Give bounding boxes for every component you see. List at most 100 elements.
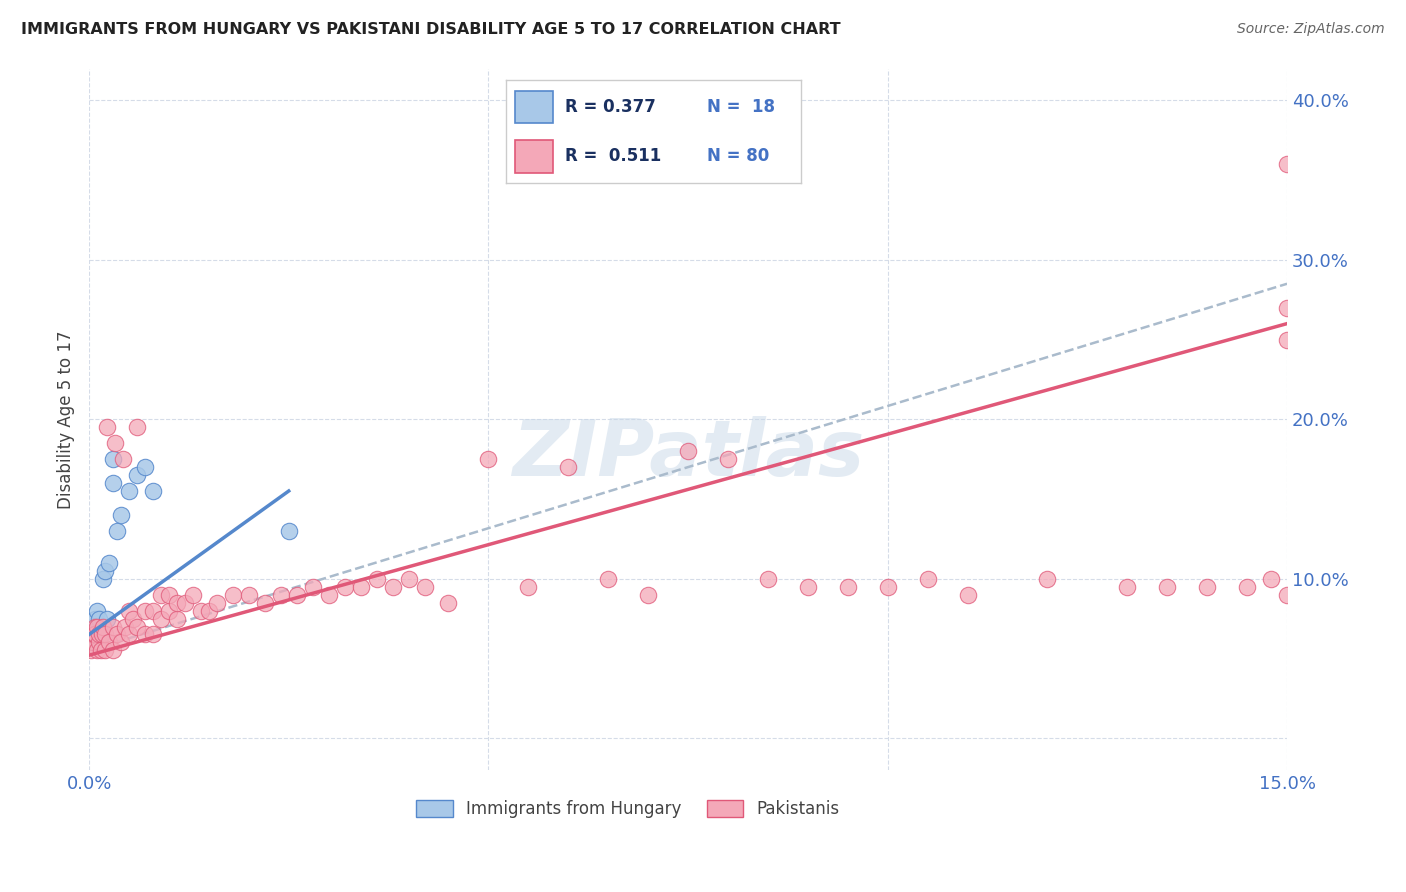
Point bbox=[90, 627, 112, 641]
Legend: Immigrants from Hungary, Pakistanis: Immigrants from Hungary, Pakistanis bbox=[409, 793, 846, 825]
Point bbox=[87, 611, 110, 625]
Point bbox=[1275, 301, 1298, 315]
FancyBboxPatch shape bbox=[515, 91, 554, 123]
Point bbox=[142, 627, 165, 641]
Point bbox=[90, 643, 112, 657]
Point bbox=[797, 580, 820, 594]
Point bbox=[111, 452, 134, 467]
Point bbox=[82, 635, 104, 649]
Point bbox=[93, 572, 115, 586]
Point bbox=[96, 420, 118, 434]
Point bbox=[756, 572, 779, 586]
Text: R =  0.511: R = 0.511 bbox=[565, 147, 661, 165]
Point bbox=[134, 603, 156, 617]
FancyBboxPatch shape bbox=[515, 140, 554, 173]
Point bbox=[96, 611, 118, 625]
Point bbox=[134, 460, 156, 475]
Point bbox=[366, 572, 388, 586]
Point bbox=[437, 596, 460, 610]
Point bbox=[101, 452, 124, 467]
Point bbox=[98, 635, 121, 649]
Point bbox=[110, 508, 132, 522]
Point bbox=[166, 611, 188, 625]
Point bbox=[270, 588, 292, 602]
Point bbox=[1260, 572, 1282, 586]
Point bbox=[413, 580, 436, 594]
Point bbox=[837, 580, 859, 594]
Point bbox=[557, 460, 579, 475]
Point bbox=[166, 596, 188, 610]
Point bbox=[1275, 333, 1298, 347]
Point bbox=[142, 483, 165, 498]
Point bbox=[118, 483, 141, 498]
Point bbox=[86, 643, 108, 657]
Point bbox=[82, 635, 104, 649]
Point bbox=[676, 444, 699, 458]
Point bbox=[1036, 572, 1059, 586]
Point bbox=[1156, 580, 1178, 594]
Point bbox=[98, 556, 121, 570]
Point bbox=[205, 596, 228, 610]
Point bbox=[238, 588, 260, 602]
Point bbox=[349, 580, 371, 594]
Point bbox=[101, 643, 124, 657]
Point bbox=[105, 524, 128, 538]
Y-axis label: Disability Age 5 to 17: Disability Age 5 to 17 bbox=[58, 330, 75, 508]
Point bbox=[917, 572, 939, 586]
Point bbox=[1275, 588, 1298, 602]
Point bbox=[1236, 580, 1258, 594]
Point bbox=[110, 635, 132, 649]
Point bbox=[104, 436, 127, 450]
Point bbox=[142, 603, 165, 617]
Point bbox=[83, 619, 105, 633]
Text: Source: ZipAtlas.com: Source: ZipAtlas.com bbox=[1237, 22, 1385, 37]
Point bbox=[125, 420, 148, 434]
Point bbox=[125, 619, 148, 633]
Point bbox=[90, 627, 112, 641]
Point bbox=[301, 580, 323, 594]
Point bbox=[222, 588, 245, 602]
Point bbox=[101, 619, 124, 633]
Point bbox=[86, 603, 108, 617]
Point bbox=[398, 572, 420, 586]
Point bbox=[318, 588, 340, 602]
Point bbox=[84, 627, 107, 641]
Point bbox=[285, 588, 308, 602]
Point bbox=[134, 627, 156, 641]
Point bbox=[149, 611, 172, 625]
Point bbox=[1116, 580, 1139, 594]
Point bbox=[1197, 580, 1219, 594]
Point bbox=[86, 619, 108, 633]
Point bbox=[253, 596, 276, 610]
Point bbox=[149, 588, 172, 602]
Point bbox=[83, 627, 105, 641]
Point bbox=[118, 627, 141, 641]
Point bbox=[876, 580, 898, 594]
Point bbox=[94, 627, 117, 641]
Point bbox=[80, 643, 103, 657]
Point bbox=[122, 611, 145, 625]
Point bbox=[181, 588, 204, 602]
Text: R = 0.377: R = 0.377 bbox=[565, 98, 657, 116]
Point bbox=[87, 635, 110, 649]
Point bbox=[1275, 157, 1298, 171]
Point bbox=[114, 619, 136, 633]
Point bbox=[190, 603, 212, 617]
Text: ZIPatlas: ZIPatlas bbox=[512, 417, 865, 492]
Point bbox=[94, 564, 117, 578]
Point bbox=[101, 476, 124, 491]
Point bbox=[125, 468, 148, 483]
Point bbox=[637, 588, 659, 602]
Point bbox=[477, 452, 499, 467]
Point bbox=[381, 580, 404, 594]
Point bbox=[956, 588, 979, 602]
Point bbox=[93, 619, 115, 633]
Point bbox=[598, 572, 620, 586]
Point bbox=[174, 596, 197, 610]
Point bbox=[717, 452, 740, 467]
Point bbox=[84, 611, 107, 625]
Point bbox=[277, 524, 299, 538]
Text: N = 80: N = 80 bbox=[707, 147, 769, 165]
Point bbox=[157, 588, 180, 602]
Point bbox=[105, 627, 128, 641]
